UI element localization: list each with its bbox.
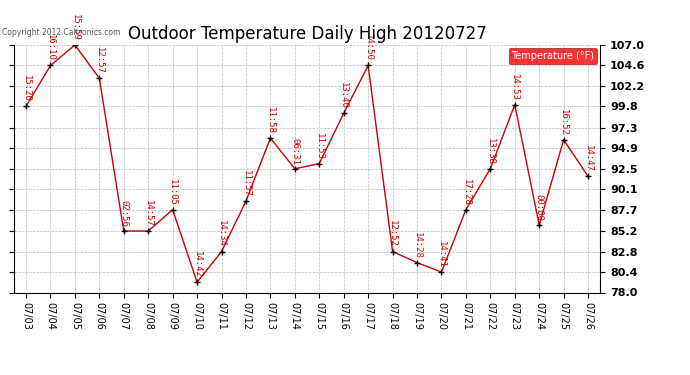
Text: 15:59: 15:59	[70, 14, 79, 41]
Text: 16:52: 16:52	[559, 109, 568, 136]
Text: 02:56: 02:56	[119, 200, 128, 227]
Text: 13:40: 13:40	[339, 82, 348, 109]
Text: 00:00: 00:00	[535, 194, 544, 221]
Text: 12:57: 12:57	[95, 47, 103, 74]
Text: 11:53: 11:53	[315, 133, 324, 159]
Text: 13:38: 13:38	[486, 138, 495, 165]
Text: 14:28: 14:28	[413, 232, 422, 258]
Text: 14:47: 14:47	[584, 146, 593, 172]
Text: Copyright 2012 Caltronics.com: Copyright 2012 Caltronics.com	[2, 28, 121, 37]
Text: 11:05: 11:05	[168, 178, 177, 206]
Text: 17:28: 17:28	[462, 178, 471, 206]
Text: 11:58: 11:58	[266, 107, 275, 134]
Text: 16:10: 16:10	[46, 34, 55, 62]
Legend: Temperature (°F): Temperature (°F)	[509, 48, 598, 64]
Text: 14:41: 14:41	[437, 241, 446, 268]
Text: 14:42: 14:42	[193, 251, 201, 278]
Text: 15:20: 15:20	[21, 75, 30, 102]
Text: 14:53: 14:53	[511, 74, 520, 100]
Text: 14:57: 14:57	[144, 200, 152, 227]
Text: 11:57: 11:57	[241, 170, 250, 197]
Text: 14:50: 14:50	[364, 34, 373, 62]
Text: 06:31: 06:31	[290, 138, 299, 165]
Text: 12:52: 12:52	[388, 220, 397, 248]
Title: Outdoor Temperature Daily High 20120727: Outdoor Temperature Daily High 20120727	[128, 26, 486, 44]
Text: 14:34: 14:34	[217, 220, 226, 248]
